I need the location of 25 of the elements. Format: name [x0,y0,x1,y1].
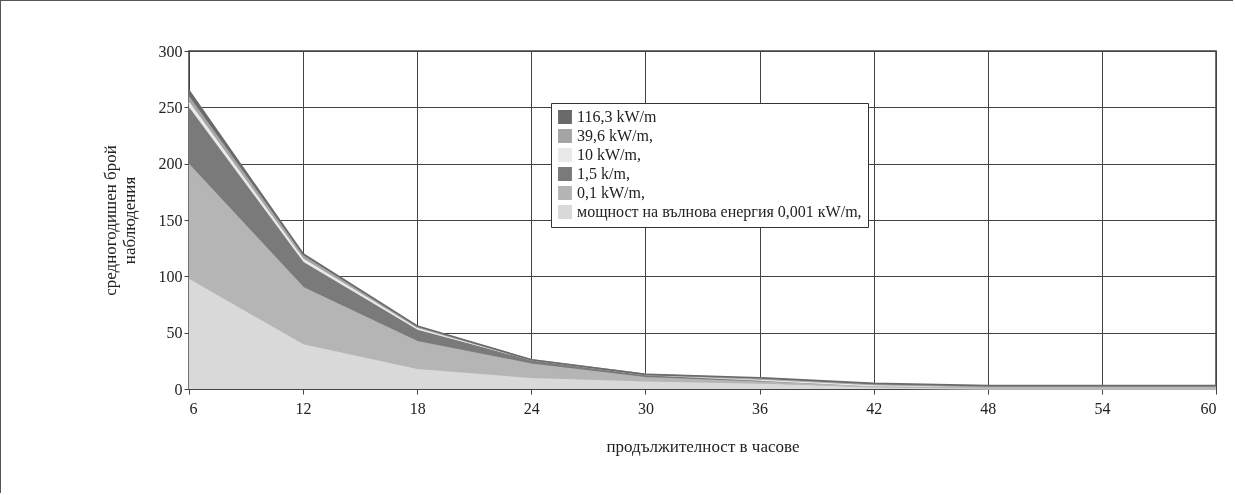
x-tick-label: 60 [1200,399,1217,417]
x-tick-label: 36 [752,399,769,417]
legend-label: 39,6 kW/m, [577,127,653,144]
legend-label: 116,3 kW/m [577,108,657,125]
legend-label: 10 kW/m, [577,146,641,163]
x-tick-label: 12 [295,399,312,417]
legend-label: 0,1 kW/m, [577,184,645,201]
x-tick-label: 6 [189,399,198,417]
y-tick-label: 250 [158,98,183,116]
x-tick-label: 54 [1094,399,1111,417]
x-axis-title: продължителност в часове [606,436,800,456]
legend-label: мощност на вълнова енергия 0,001 кW/m, [577,203,862,221]
y-tick-label: 150 [158,211,183,229]
x-tick-label: 48 [980,399,997,417]
y-tick-label: 300 [158,42,183,60]
y-tick-label: 100 [158,267,183,285]
x-tick-label: 30 [637,399,654,417]
y-axis-title: средногодишен брой наблюдения [100,145,139,296]
y-tick-label: 0 [174,380,183,398]
x-tick-label: 18 [409,399,426,417]
x-tick-label: 42 [866,399,883,417]
y-tick-label: 200 [158,155,183,173]
legend-label: 1,5 k/m, [577,165,630,182]
x-tick-label: 24 [523,399,540,417]
y-tick-label: 50 [166,324,183,342]
